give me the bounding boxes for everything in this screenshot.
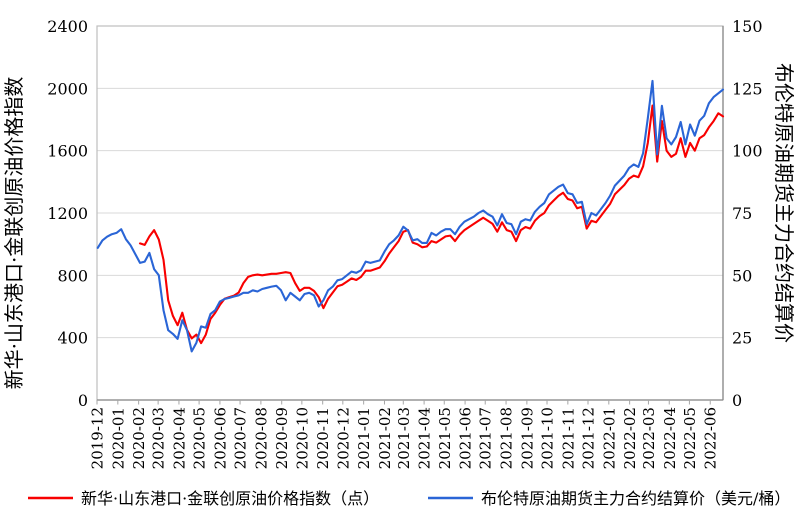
x-tick-label: 2022-02 xyxy=(621,407,639,469)
x-tick-label: 2022-03 xyxy=(640,407,658,469)
x-tick-label: 2021-03 xyxy=(395,407,413,469)
y-left-tick-label: 1600 xyxy=(47,142,88,161)
y-left-tick-label: 2000 xyxy=(47,79,88,98)
x-tick-label: 2020-12 xyxy=(334,407,352,469)
x-tick-label: 2021-11 xyxy=(559,407,577,469)
legend-label-index: 新华·山东港口·金联创原油价格指数（点） xyxy=(81,489,379,508)
x-tick-label: 2021-07 xyxy=(477,407,495,469)
y-right-tick-label: 125 xyxy=(732,79,763,98)
x-tick-label: 2021-08 xyxy=(498,407,516,469)
x-tick-label: 2021-05 xyxy=(436,407,454,469)
x-tick-label: 2021-06 xyxy=(457,407,475,469)
y-right-tick-label: 0 xyxy=(732,391,742,410)
x-axis-labels: 2019-12 2020-01 2020-02 2020-03 2020-04 2020-… xyxy=(89,407,720,469)
x-tick-label: 2020-11 xyxy=(314,407,332,469)
x-tick-label: 2020-05 xyxy=(191,407,209,469)
x-tick-label: 2021-09 xyxy=(518,407,536,469)
y-left-tick-label: 1200 xyxy=(47,204,88,223)
y-left-tick-label: 0 xyxy=(78,391,88,410)
y-right-tick-label: 25 xyxy=(732,329,752,348)
y-axis-right-labels: 0 25 50 75 100 125 150 xyxy=(732,17,763,410)
plot-frame xyxy=(96,25,724,401)
x-tick-label: 2022-04 xyxy=(661,407,679,469)
x-tick-label: 2022-05 xyxy=(681,407,699,469)
x-tick-label: 2020-03 xyxy=(150,407,168,469)
series-line-index xyxy=(138,104,725,345)
y-axis-left-labels: 0 400 800 1200 1600 2000 2400 xyxy=(47,17,88,410)
x-tick-label: 2020-09 xyxy=(273,407,291,469)
x-axis-ticks xyxy=(96,400,711,405)
legend: 新华·山东港口·金联创原油价格指数（点） 布伦特原油期货主力合约结算价（美元/桶… xyxy=(28,489,790,508)
y-right-tick-label: 50 xyxy=(732,266,752,285)
x-tick-label: 2021-01 xyxy=(355,407,373,469)
series-line-brent xyxy=(96,79,725,353)
y-left-tick-label: 800 xyxy=(57,266,88,285)
x-tick-label: 2020-01 xyxy=(109,407,127,469)
legend-label-brent: 布伦特原油期货主力合约结算价（美元/桶） xyxy=(481,489,790,508)
x-tick-label: 2021-12 xyxy=(579,407,597,469)
x-tick-label: 2022-01 xyxy=(600,407,618,469)
gridlines xyxy=(97,87,723,339)
y-left-tick-label: 400 xyxy=(57,329,88,348)
y-right-tick-label: 100 xyxy=(732,142,763,161)
y-left-tick-label: 2400 xyxy=(47,17,88,36)
x-tick-label: 2020-02 xyxy=(130,407,148,469)
y-right-tick-label: 150 xyxy=(732,17,763,36)
x-tick-label: 2021-04 xyxy=(416,407,434,469)
x-tick-label: 2020-04 xyxy=(170,407,188,469)
x-tick-label: 2020-06 xyxy=(211,407,229,469)
x-tick-label: 2020-10 xyxy=(293,407,311,469)
x-tick-label: 2021-02 xyxy=(376,407,394,469)
x-tick-label: 2020-07 xyxy=(232,407,250,469)
x-tick-label: 2020-08 xyxy=(252,407,270,469)
y-axis-left-title: 新华·山东港口·金联创原油价格指数 xyxy=(2,77,26,390)
y-right-tick-label: 75 xyxy=(732,204,752,223)
y-axis-right-title: 布伦特原油期货主力合约结算价 xyxy=(772,63,796,343)
x-tick-label: 2019-12 xyxy=(89,407,107,469)
series-lines xyxy=(96,79,725,353)
x-tick-label: 2021-10 xyxy=(539,407,557,469)
x-tick-label: 2022-06 xyxy=(702,407,720,469)
